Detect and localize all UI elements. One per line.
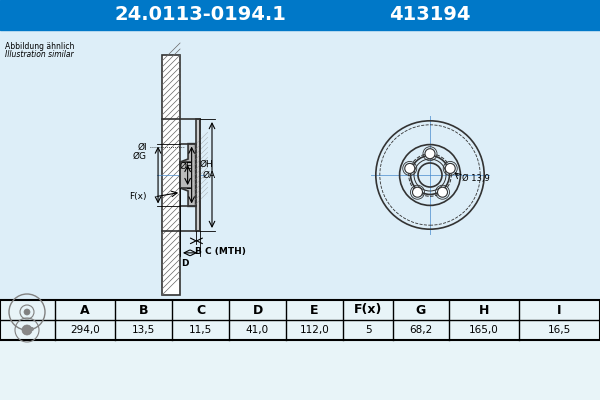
Bar [0, 30, 600, 300]
Text: Illustration similar: Illustration similar [5, 50, 74, 59]
Text: A: A [80, 304, 90, 316]
Circle shape [425, 149, 435, 159]
Text: ØE: ØE [180, 162, 193, 170]
Polygon shape [180, 144, 196, 206]
Circle shape [22, 325, 32, 335]
Text: ØA: ØA [203, 170, 216, 180]
Text: 68,2: 68,2 [409, 325, 433, 335]
Text: Ø 13,9: Ø 13,9 [462, 174, 490, 183]
Circle shape [412, 187, 422, 197]
Text: H: H [479, 304, 489, 316]
Text: 5: 5 [365, 325, 371, 335]
Text: 16,5: 16,5 [548, 325, 571, 335]
Text: F(x): F(x) [130, 192, 147, 202]
Text: B: B [139, 304, 148, 316]
Text: C (MTH): C (MTH) [205, 247, 246, 256]
Bar [162, 55, 180, 295]
Bar [0, 300, 600, 340]
Text: 294,0: 294,0 [70, 325, 100, 335]
Text: B: B [194, 247, 201, 256]
Circle shape [405, 164, 415, 174]
Circle shape [30, 327, 34, 331]
Text: 112,0: 112,0 [299, 325, 329, 335]
Text: 11,5: 11,5 [189, 325, 212, 335]
Text: ØI: ØI [137, 142, 147, 152]
Text: ØG: ØG [133, 152, 147, 161]
Text: 13,5: 13,5 [132, 325, 155, 335]
Text: E: E [310, 304, 319, 316]
Text: 41,0: 41,0 [246, 325, 269, 335]
Text: Abbildung ähnlich: Abbildung ähnlich [5, 42, 74, 51]
Bar [0, 0, 600, 30]
Circle shape [437, 187, 448, 197]
Text: G: G [416, 304, 426, 316]
Text: 165,0: 165,0 [469, 325, 499, 335]
Circle shape [445, 164, 455, 174]
Text: I: I [557, 304, 562, 316]
Text: 24.0113-0194.1: 24.0113-0194.1 [114, 6, 286, 24]
Polygon shape [196, 119, 200, 231]
Circle shape [24, 309, 30, 315]
Text: D: D [181, 259, 189, 268]
Text: D: D [253, 304, 263, 316]
Text: ØH: ØH [200, 160, 214, 169]
Text: C: C [196, 304, 205, 316]
Text: F(x): F(x) [354, 304, 382, 316]
Text: 413194: 413194 [389, 6, 471, 24]
